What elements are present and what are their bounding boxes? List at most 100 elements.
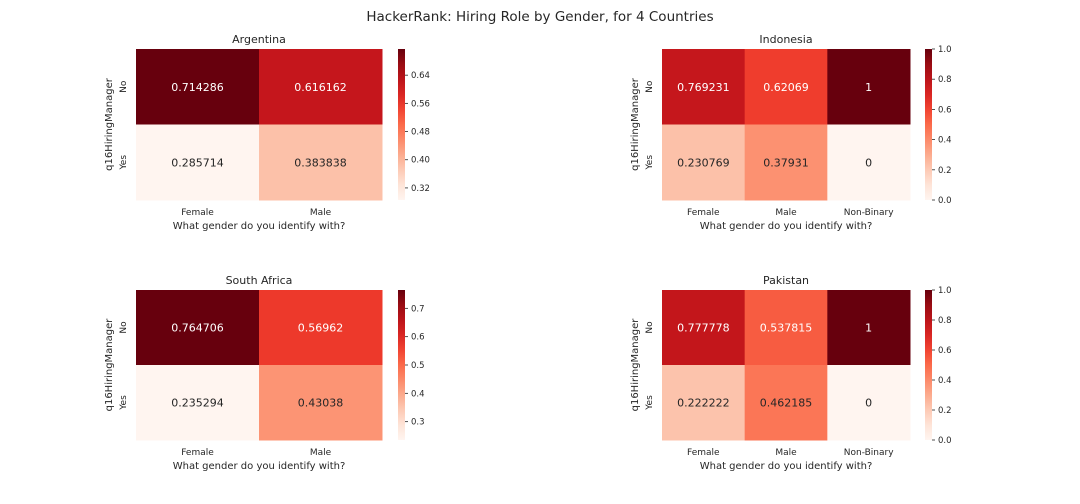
x-tick-label: Male	[775, 208, 797, 218]
heatmap-cell	[662, 290, 746, 366]
cell-label: 0.56962	[298, 322, 344, 335]
x-axis-label: What gender do you identify with?	[700, 221, 873, 232]
heatmap-cell	[662, 124, 746, 201]
panel-title: Argentina	[232, 33, 286, 46]
heatmap-cell	[136, 124, 260, 201]
colorbar-tick-label: 0.40	[411, 156, 430, 166]
cell-label: 1	[865, 322, 872, 335]
cell-label: 0.383838	[294, 156, 347, 169]
colorbar-tick-label: 0.8	[938, 316, 952, 326]
colorbar	[925, 290, 932, 440]
colorbar-tick-label: 1.0	[938, 286, 952, 296]
panel-title: Pakistan	[763, 274, 809, 287]
colorbar-tick-label: 0.6	[938, 105, 952, 115]
heatmap-cell	[744, 290, 828, 366]
colorbar	[398, 49, 405, 200]
colorbar-tick-label: 0.56	[411, 99, 430, 109]
y-axis-label: q16HiringManager	[630, 77, 641, 171]
colorbar-tick-label: 0.32	[411, 184, 430, 194]
heatmap-cell	[136, 365, 260, 441]
heatmap-panel-south-africa: South Africa 0.764706 0.56962 0.235294 0.430…	[104, 274, 425, 472]
cell-label: 0	[865, 156, 872, 169]
cell-label: 0.37931	[763, 156, 809, 169]
cell-label: 0.764706	[171, 322, 224, 335]
cell-label: 0	[865, 397, 872, 410]
x-tick-label: Male	[310, 448, 332, 458]
colorbar-tick-label: 0.8	[938, 75, 952, 85]
x-tick-label: Female	[687, 448, 720, 458]
cell-label: 0.777778	[677, 322, 730, 335]
cell-label: 0.43038	[298, 397, 344, 410]
heatmap-cell	[744, 365, 828, 441]
x-axis-label: What gender do you identify with?	[173, 461, 346, 472]
colorbar	[398, 290, 405, 440]
colorbar-tick-label: 0.64	[411, 71, 430, 81]
panel-title: South Africa	[226, 274, 293, 287]
heatmap-cell	[259, 124, 383, 201]
x-axis-label: What gender do you identify with?	[173, 221, 346, 232]
cell-label: 0.616162	[294, 81, 347, 94]
x-tick-label: Male	[775, 448, 797, 458]
cell-label: 0.62069	[763, 81, 809, 94]
y-tick-label: Yes	[645, 395, 655, 411]
y-axis-label: q16HiringManager	[104, 318, 115, 412]
y-tick-label: No	[119, 80, 129, 93]
cell-label: 0.462185	[760, 397, 813, 410]
heatmap-cell	[827, 49, 911, 125]
colorbar-tick-label: 0.6	[938, 346, 952, 356]
cell-label: 0.222222	[677, 397, 730, 410]
heatmap-cell	[827, 365, 911, 441]
heatmap-cell	[259, 365, 383, 441]
colorbar-tick-label: 0.4	[938, 376, 952, 386]
colorbar	[925, 49, 932, 200]
y-tick-label: No	[119, 321, 129, 334]
figure-title: HackerRank: Hiring Role by Gender, for 4…	[366, 9, 713, 25]
heatmap-cell	[827, 290, 911, 366]
heatmap-cell	[259, 290, 383, 366]
heatmap-panel-pakistan: Pakistan 0.777778 0.537815 1 0.222222 0.46218…	[630, 274, 952, 472]
colorbar-tick-label: 0.6	[411, 333, 425, 343]
panel-title: Indonesia	[759, 33, 812, 46]
cell-label: 0.714286	[171, 81, 224, 94]
colorbar-tick-label: 0.0	[938, 196, 952, 206]
colorbar-tick-label: 1.0	[938, 45, 952, 55]
heatmap-cell	[259, 49, 383, 125]
cell-label: 1	[865, 81, 872, 94]
y-axis-label: q16HiringManager	[104, 77, 115, 171]
heatmap-cell	[744, 124, 828, 201]
colorbar-tick-label: 0.4	[938, 136, 952, 146]
x-tick-label: Female	[181, 208, 214, 218]
colorbar-tick-label: 0.4	[411, 389, 425, 399]
cell-label: 0.235294	[171, 397, 224, 410]
cell-label: 0.285714	[171, 156, 224, 169]
colorbar-tick-label: 0.7	[411, 304, 425, 314]
x-tick-label: Male	[310, 208, 332, 218]
heatmap-panels: Argentina 0.714286 0.616162 0.285714 0.38383…	[104, 33, 952, 472]
colorbar-tick-label: 0.2	[938, 166, 952, 176]
colorbar-tick-label: 0.48	[411, 128, 430, 138]
y-tick-label: Yes	[119, 395, 129, 411]
colorbar-tick-label: 0.3	[411, 418, 425, 428]
heatmap-cell	[662, 49, 746, 125]
heatmap-panel-indonesia: Indonesia 0.769231 0.62069 1 0.230769 0.37931…	[630, 33, 952, 232]
heatmap-cell	[827, 124, 911, 201]
y-tick-label: Yes	[645, 155, 655, 171]
heatmap-cell	[744, 49, 828, 125]
heatmap-panel-argentina: Argentina 0.714286 0.616162 0.285714 0.38383…	[104, 33, 430, 232]
cell-label: 0.769231	[677, 81, 730, 94]
y-tick-label: Yes	[119, 155, 129, 171]
x-tick-label: Non-Binary	[844, 448, 894, 458]
x-tick-label: Non-Binary	[844, 208, 894, 218]
x-tick-label: Female	[181, 448, 214, 458]
x-tick-label: Female	[687, 208, 720, 218]
y-tick-label: No	[645, 321, 655, 334]
heatmap-cell	[136, 49, 260, 125]
x-axis-label: What gender do you identify with?	[700, 461, 873, 472]
y-tick-label: No	[645, 80, 655, 93]
heatmap-cell	[662, 365, 746, 441]
colorbar-tick-label: 0.0	[938, 436, 952, 446]
y-axis-label: q16HiringManager	[630, 318, 641, 412]
colorbar-tick-label: 0.2	[938, 406, 952, 416]
cell-label: 0.230769	[677, 156, 730, 169]
